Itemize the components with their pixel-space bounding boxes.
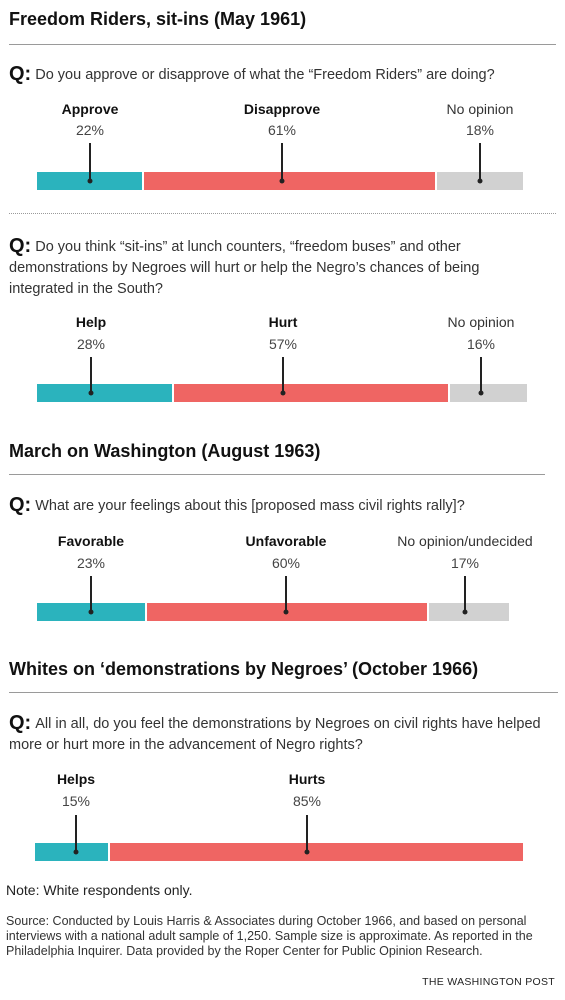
pointer-dot bbox=[87, 178, 93, 184]
pointer-line bbox=[281, 143, 283, 181]
category-label: Help bbox=[75, 314, 107, 330]
pointer-line bbox=[90, 576, 92, 612]
percent-label: 60% bbox=[271, 555, 301, 571]
category-label: Helps bbox=[56, 771, 96, 787]
pointer-dot bbox=[304, 849, 310, 855]
pointer-line bbox=[89, 143, 91, 181]
percent-label: 61% bbox=[267, 122, 297, 138]
category-label: Approve bbox=[61, 101, 119, 117]
pointer-line bbox=[75, 815, 77, 852]
section-title-freedom-riders: Freedom Riders, sit-ins (May 1961) bbox=[9, 9, 307, 29]
question-3: Q: What are your feelings about this [pro… bbox=[9, 495, 554, 517]
percent-label: 15% bbox=[61, 793, 91, 809]
pointer-dot bbox=[478, 390, 484, 396]
question-marker: Q: bbox=[9, 494, 32, 516]
stacked-bar bbox=[35, 843, 523, 861]
category-label: No opinion bbox=[446, 101, 514, 117]
question-4: Q: All in all, do you feel the demonstrat… bbox=[9, 713, 554, 756]
section-divider bbox=[9, 44, 556, 45]
category-label: No opinion/undecided bbox=[397, 533, 533, 549]
pointer-dot bbox=[462, 609, 468, 615]
question-marker: Q: bbox=[9, 712, 32, 734]
percent-label: 23% bbox=[76, 555, 106, 571]
percent-label: 18% bbox=[465, 122, 495, 138]
category-label: Hurts bbox=[288, 771, 326, 787]
percent-label: 57% bbox=[268, 336, 298, 352]
percent-label: 17% bbox=[450, 555, 480, 571]
question-2: Q: Do you think “sit-ins” at lunch counte… bbox=[9, 236, 529, 300]
bar-segment-disapprove bbox=[143, 172, 436, 190]
pointer-dot bbox=[73, 849, 79, 855]
stacked-bar bbox=[37, 603, 509, 621]
pointer-line bbox=[285, 576, 287, 612]
pointer-line bbox=[480, 357, 482, 393]
question-marker: Q: bbox=[9, 235, 32, 257]
percent-label: 22% bbox=[75, 122, 105, 138]
publisher-credit: THE WASHINGTON POST bbox=[422, 976, 555, 988]
pointer-dot bbox=[279, 178, 285, 184]
note-text: Note: White respondents only. bbox=[6, 882, 193, 898]
percent-label: 16% bbox=[466, 336, 496, 352]
bar-segment-helps bbox=[35, 843, 108, 861]
question-text: All in all, do you feel the demonstratio… bbox=[9, 716, 541, 753]
question-text: Do you think “sit-ins” at lunch counters… bbox=[9, 239, 480, 297]
question-1: Q: Do you approve or disapprove of what t… bbox=[9, 64, 554, 86]
question-text: What are your feelings about this [propo… bbox=[35, 498, 465, 514]
bar-segment-no-opinion-undecided bbox=[429, 603, 509, 621]
stacked-bar bbox=[37, 172, 523, 190]
section-divider bbox=[9, 474, 545, 475]
pointer-line bbox=[90, 357, 92, 393]
percent-label: 28% bbox=[76, 336, 106, 352]
section-title-whites-on-demonstrations: Whites on ‘demonstrations by Negroes’ (O… bbox=[9, 659, 479, 679]
question-text: Do you approve or disapprove of what the… bbox=[35, 67, 495, 83]
bar-segment-no-opinion bbox=[449, 384, 527, 402]
category-label: Unfavorable bbox=[245, 533, 327, 549]
category-label: Disapprove bbox=[243, 101, 321, 117]
category-label: Hurt bbox=[268, 314, 298, 330]
pointer-line bbox=[306, 815, 308, 852]
stacked-bar bbox=[37, 384, 527, 402]
pointer-dot bbox=[88, 609, 94, 615]
dotted-divider bbox=[9, 213, 556, 214]
section-divider bbox=[9, 692, 558, 693]
pointer-line bbox=[282, 357, 284, 393]
percent-label: 85% bbox=[292, 793, 322, 809]
pointer-dot bbox=[477, 178, 483, 184]
pointer-line bbox=[464, 576, 466, 612]
section-title-march-on-washington: March on Washington (August 1963) bbox=[9, 441, 321, 461]
pointer-dot bbox=[88, 390, 94, 396]
bar-segment-help bbox=[37, 384, 172, 402]
category-label: Favorable bbox=[57, 533, 125, 549]
bar-segment-hurts bbox=[109, 843, 523, 861]
bar-segment-hurt bbox=[173, 384, 448, 402]
pointer-dot bbox=[280, 390, 286, 396]
pointer-line bbox=[479, 143, 481, 181]
pointer-dot bbox=[283, 609, 289, 615]
category-label: No opinion bbox=[447, 314, 515, 330]
source-text: Source: Conducted by Louis Harris & Asso… bbox=[6, 914, 533, 958]
question-marker: Q: bbox=[9, 63, 32, 85]
